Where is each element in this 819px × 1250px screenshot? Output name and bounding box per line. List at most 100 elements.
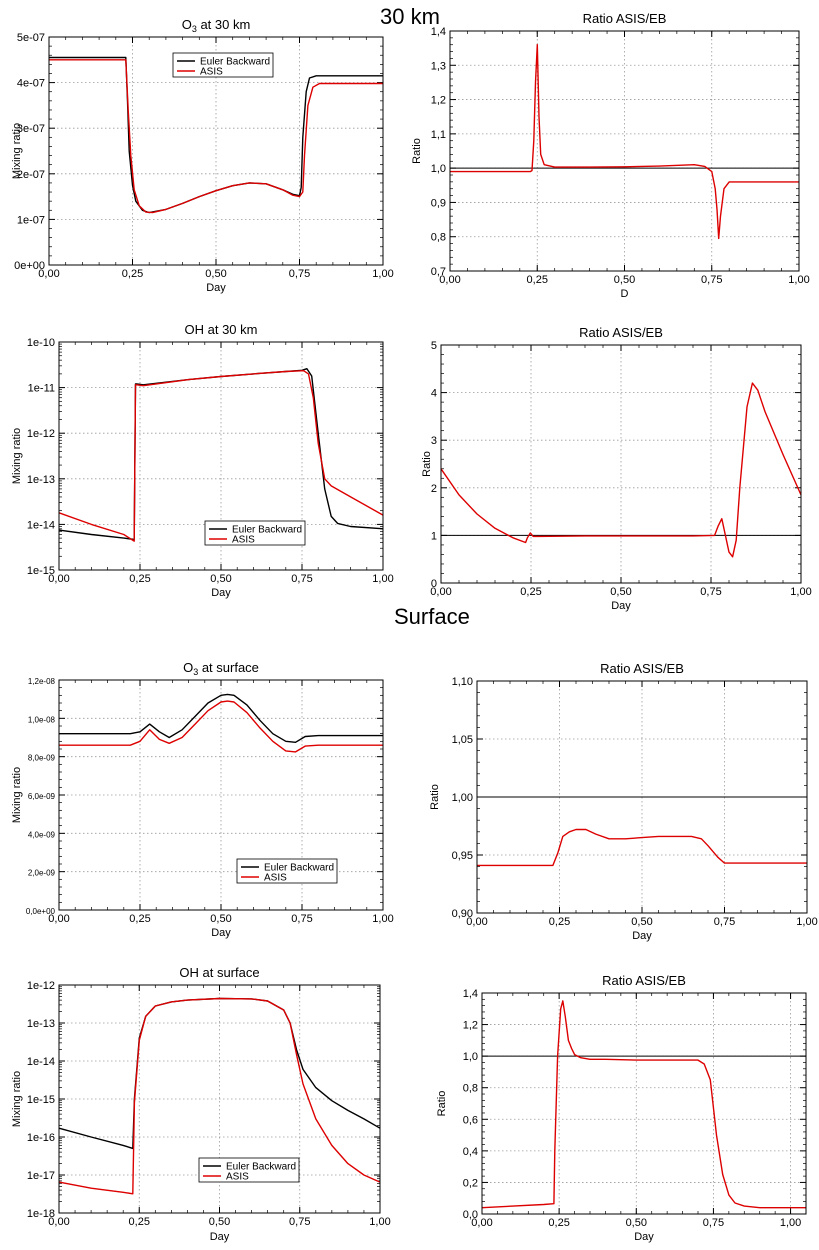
chart-o3-30km: O3 at 30 km 0,00 0,25 0,50 0,75 1,00 0e+00 1e-0…: [11, 17, 394, 294]
y-tick-label: 0: [431, 578, 437, 590]
y-tick-label: 0,8: [431, 232, 446, 244]
chart-title: Ratio ASIS/EB: [602, 973, 686, 988]
x-tick-label: 0,75: [714, 916, 735, 928]
x-tick-label: 0,50: [631, 916, 652, 928]
y-axis-label: Ratio: [411, 138, 423, 164]
x-tick-label: 0,00: [38, 268, 59, 280]
x-tick-label: 0,25: [129, 913, 150, 925]
x-axis-label: Day: [206, 282, 226, 294]
y-tick-label: 1e-16: [27, 1132, 55, 1144]
y-tick-label: 1,05: [452, 734, 473, 746]
x-tick-label: 0,25: [129, 1216, 150, 1228]
y-tick-label: 1,2: [431, 95, 446, 107]
y-axis-label: Ratio: [436, 1091, 448, 1117]
chart-o3-surface: O3 at surface 0,00 0,25 0,50 0,75 1,00 0,0e+00…: [11, 660, 394, 939]
x-axis-label: Day: [634, 1231, 654, 1243]
x-tick-label: 1,00: [369, 1216, 390, 1228]
y-tick-label: 0,0: [463, 1209, 478, 1221]
chart-title: Ratio ASIS/EB: [579, 325, 663, 340]
x-tick-label: 0,00: [48, 913, 69, 925]
y-tick-label: 0,4: [463, 1146, 478, 1158]
y-tick-label: 0,9: [431, 197, 446, 209]
y-tick-label: 1,4: [463, 988, 478, 1000]
x-axis-label: Day: [210, 1231, 230, 1243]
x-tick-label: 1,00: [372, 573, 393, 585]
y-tick-label: 0,7: [431, 266, 446, 278]
x-tick-label: 0,75: [289, 1216, 310, 1228]
legend-box: [204, 520, 306, 546]
x-axis-label: Day: [611, 600, 631, 612]
x-tick-label: 1,00: [790, 586, 811, 598]
y-tick-label: 1e-14: [27, 1056, 55, 1068]
x-tick-label: 0,50: [205, 268, 226, 280]
legend-box: [236, 858, 338, 884]
legend-label: Euler Backward: [232, 525, 302, 536]
x-tick-label: 1,00: [372, 913, 393, 925]
x-tick-label: 0,25: [549, 916, 570, 928]
x-tick-label: 0,00: [439, 274, 460, 286]
x-tick-label: 1,00: [796, 916, 817, 928]
legend-label: ASIS: [264, 873, 287, 884]
y-tick-label: 4: [431, 388, 437, 400]
plot-frame: [58, 984, 381, 1214]
x-axis-label: Day: [211, 587, 231, 599]
series-line-ratio: [477, 828, 807, 867]
series-line-asis: [58, 370, 384, 542]
y-tick-label: 1,0e-08: [28, 715, 56, 724]
chart-ratio-o3-30km: Ratio ASIS/EB 0,00 0,25 0,50 0,75 1,00 0,7 0,8 0…: [411, 11, 810, 300]
legend-label: ASIS: [232, 535, 255, 546]
y-tick-label: 1,4: [431, 26, 446, 38]
series-line-ratio: [481, 1000, 806, 1209]
x-tick-label: 0,50: [610, 586, 631, 598]
x-tick-label: 0,25: [527, 274, 548, 286]
x-tick-label: 0,50: [626, 1217, 647, 1229]
x-tick-label: 0,75: [291, 573, 312, 585]
y-tick-label: 3e-07: [17, 123, 45, 135]
plot-frame: [449, 30, 800, 272]
x-tick-label: 1,00: [788, 274, 809, 286]
chart-title: Ratio ASIS/EB: [583, 11, 667, 26]
series-line-ratio: [440, 382, 802, 558]
y-tick-label: 0,8: [463, 1083, 478, 1095]
y-axis-label: Mixing ratio: [11, 1071, 23, 1127]
x-tick-label: 0,75: [700, 586, 721, 598]
x-axis-label: Day: [632, 930, 652, 942]
y-tick-label: 1,1: [431, 129, 446, 141]
x-tick-label: 0,75: [291, 913, 312, 925]
x-tick-label: 0,25: [129, 573, 150, 585]
section-title-surface: Surface: [394, 604, 470, 629]
x-tick-label: 0,50: [210, 913, 231, 925]
legend-label: ASIS: [200, 67, 223, 78]
x-tick-label: 0,25: [122, 268, 143, 280]
y-tick-label: 2,0e-09: [28, 869, 56, 878]
y-tick-label: 1,2e-08: [28, 677, 56, 686]
chart-oh-30km: OH at 30 km 0,00 0,25 0,50 0,75 1,00 1e-15 1e-1…: [11, 322, 394, 599]
legend-label: ASIS: [226, 1172, 249, 1183]
y-tick-label: 2e-07: [17, 169, 45, 181]
legend-label: Euler Backward: [264, 863, 334, 874]
x-tick-label: 0,25: [520, 586, 541, 598]
series-line-ratio: [450, 44, 799, 240]
legend-box: [198, 1157, 300, 1183]
y-tick-label: 4e-07: [17, 78, 45, 90]
y-tick-label: 1,0: [431, 163, 446, 175]
x-axis-label: D: [621, 288, 629, 300]
y-tick-label: 1e-15: [27, 1094, 55, 1106]
y-tick-label: 1,10: [452, 676, 473, 688]
y-tick-label: 0,90: [452, 908, 473, 920]
y-axis-label: Mixing ratio: [11, 428, 23, 484]
chart-title: Ratio ASIS/EB: [600, 661, 684, 676]
y-tick-label: 4,0e-09: [28, 830, 56, 839]
chart-title: OH at 30 km: [185, 322, 258, 337]
legend-label: Euler Backward: [200, 57, 270, 68]
series-line-euler-backward: [59, 693, 383, 743]
chart-title: O3 at 30 km: [182, 17, 251, 34]
chart-ratio-oh-30km: Ratio ASIS/EB 0,00 0,25 0,50 0,75 1,00 0 1 2 3 4 5 D…: [421, 325, 812, 612]
y-tick-label: 1e-13: [27, 1018, 55, 1030]
series-line-asis: [58, 997, 381, 1195]
y-tick-label: 5: [431, 340, 437, 352]
y-axis-label: Mixing ratio: [11, 123, 23, 179]
y-tick-label: 0,0e+00: [26, 907, 56, 916]
y-tick-label: 1e-17: [27, 1170, 55, 1182]
x-tick-label: 0,25: [548, 1217, 569, 1229]
